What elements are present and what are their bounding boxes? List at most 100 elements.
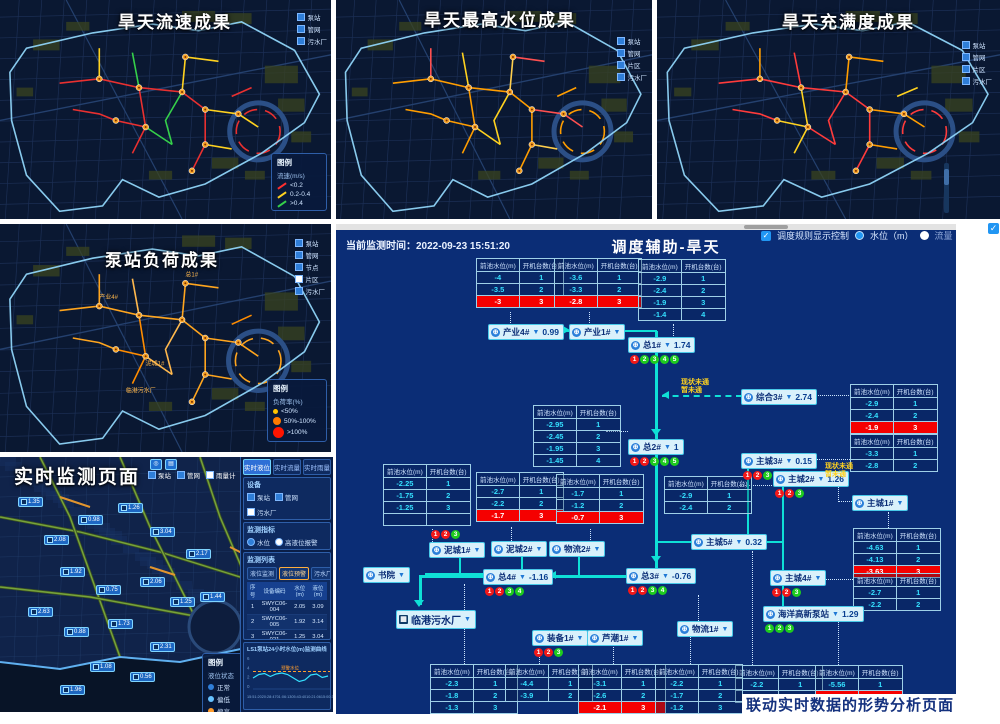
- map-layer-toggle[interactable]: 雨量计: [206, 470, 236, 480]
- station-tag[interactable]: 3.04: [150, 527, 175, 537]
- monitor-row[interactable]: 2 SWYC06-005 1.92 3.14: [247, 614, 327, 630]
- layer-checkbox-icon[interactable]: [616, 37, 625, 45]
- velocity-map-canvas[interactable]: [0, 0, 331, 219]
- map-layer-toggle[interactable]: 泵站: [148, 470, 171, 480]
- pump-node-0[interactable]: ⊕ 产业4# ▼ 0.99: [488, 324, 564, 340]
- layer-item[interactable]: 污水厂: [961, 76, 992, 86]
- pump-node-1[interactable]: ⊕ 产业1# ▼: [569, 324, 626, 340]
- layer-item[interactable]: 污水厂: [616, 72, 647, 82]
- flow-radio[interactable]: [919, 231, 929, 240]
- layer-checkbox-icon[interactable]: [616, 73, 625, 81]
- station-tag[interactable]: 2.63: [28, 607, 53, 617]
- realtime-tabs[interactable]: 实时液位 实时流量 实时雨量: [243, 459, 331, 475]
- layer-checkbox-icon[interactable]: [294, 287, 303, 295]
- layer-item[interactable]: 污水厂: [296, 36, 327, 46]
- realtime-tab-0[interactable]: 实时液位: [243, 459, 271, 475]
- map-layer-toggles[interactable]: 泵站 管网 雨量计: [148, 470, 236, 480]
- pump-node-6[interactable]: ⊕ 主城2# ▼ 1.26: [773, 471, 849, 487]
- pump-node-4[interactable]: ⊕ 总2# ▼ 1: [628, 439, 684, 455]
- layer-checkbox-icon[interactable]: [961, 53, 970, 61]
- layer-item[interactable]: 泵站: [296, 12, 328, 22]
- station-tag[interactable]: 1.92: [60, 567, 85, 577]
- pump-node-12[interactable]: ⊕ 泥城2# ▼: [491, 541, 548, 557]
- station-tag[interactable]: 2.17: [186, 549, 211, 559]
- realtime-tab-2[interactable]: 实时雨量: [303, 459, 331, 475]
- layer-item[interactable]: 泵站: [294, 238, 326, 248]
- layer-checkbox-icon[interactable]: [296, 13, 305, 21]
- water-level-radio[interactable]: [855, 231, 865, 240]
- pump-node-3[interactable]: ⊕ 综合3# ▼ 2.74: [741, 389, 817, 405]
- scrollbar-handle[interactable]: [744, 225, 788, 229]
- map-zoom-slider[interactable]: [944, 163, 949, 213]
- layer-checkbox-icon[interactable]: [296, 37, 305, 45]
- flow-radio-label[interactable]: 流量: [934, 231, 953, 241]
- station-tag[interactable]: 1.73: [108, 619, 133, 629]
- station-tag[interactable]: 0.98: [78, 515, 103, 525]
- station-tag[interactable]: 1.96: [60, 685, 85, 695]
- layer-item[interactable]: 片区: [294, 274, 326, 284]
- pump-node-18[interactable]: ⊕ 装备1# ▼: [532, 630, 589, 646]
- pump-node-16[interactable]: ⊕ 书院 ▼: [363, 567, 410, 583]
- layer-legend[interactable]: 泵站 管网 片区 污水厂: [616, 36, 648, 82]
- station-tag[interactable]: 2.08: [44, 535, 69, 545]
- metric-option[interactable]: 水位: [247, 537, 270, 547]
- station-tag[interactable]: 1.25: [170, 597, 195, 607]
- layer-checkbox-icon[interactable]: [294, 275, 303, 283]
- layer-checkbox-icon[interactable]: [296, 25, 305, 33]
- monitor-row[interactable]: 1 SWYC06-004 2.05 3.09: [247, 600, 327, 615]
- station-tag[interactable]: 1.35: [18, 497, 43, 507]
- horizontal-scrollbar[interactable]: [336, 224, 956, 230]
- station-tag[interactable]: 0.56: [130, 672, 155, 682]
- rule-display-checkbox-icon[interactable]: ✓: [761, 230, 771, 241]
- station-tag[interactable]: 2.06: [140, 577, 165, 587]
- metric-option[interactable]: 高液位报警: [275, 537, 318, 547]
- pump-node-11[interactable]: ⊕ 泥城1# ▼: [429, 542, 486, 558]
- device-option[interactable]: 管网: [275, 492, 298, 502]
- layer-checkbox-icon[interactable]: [294, 263, 303, 271]
- pump-node-15[interactable]: ⊕ 总3# ▼ -0.76: [626, 568, 697, 584]
- pump-node-7[interactable]: ⊕ 主城1# ▼: [852, 495, 909, 511]
- pump-node-19[interactable]: ⊕ 芦潮1# ▼: [587, 630, 644, 646]
- zoom-icon[interactable]: ◎: [150, 459, 162, 470]
- pump-node-17[interactable]: ▦ 临港污水厂 ▼: [396, 610, 476, 629]
- water-level-radio-label[interactable]: 水位（m）: [870, 231, 914, 241]
- pump-node-2[interactable]: ⊕ 总1# ▼ 1.74: [628, 337, 696, 353]
- device-option[interactable]: 污水厂: [247, 507, 277, 517]
- station-tag[interactable]: 2.31: [150, 642, 175, 652]
- layer-checkbox-icon[interactable]: [294, 239, 303, 247]
- layers-icon[interactable]: ▤: [165, 459, 177, 470]
- pump-node-8[interactable]: ⊕ 主城5# ▼ 0.32: [691, 534, 767, 550]
- layer-checkbox-icon[interactable]: [616, 61, 625, 69]
- layer-checkbox-icon[interactable]: [961, 41, 970, 49]
- list-filter-button[interactable]: 液位预警: [279, 567, 310, 580]
- layer-item[interactable]: 管网: [294, 250, 326, 260]
- layer-item[interactable]: 管网: [961, 52, 993, 62]
- layer-checkbox-icon[interactable]: [961, 77, 970, 85]
- checkbox-icon[interactable]: [148, 471, 156, 479]
- pump-node-5[interactable]: ⊕ 主城3# ▼ 0.15: [741, 453, 817, 469]
- layer-checkbox-icon[interactable]: [616, 49, 625, 57]
- monitor-table[interactable]: 序号 设备编码 水位(m) 液位(m) 1 SWYC06-004 2.05 3.09 2 SWYC…: [247, 582, 327, 639]
- layer-item[interactable]: 片区: [616, 60, 648, 70]
- pump-node-20[interactable]: ⊕ 物流1# ▼: [677, 621, 734, 637]
- realtime-tab-1[interactable]: 实时流量: [273, 459, 301, 475]
- layer-checkbox-icon[interactable]: [294, 251, 303, 259]
- layer-legend[interactable]: 泵站 管网 节点 片区 污水厂: [294, 238, 326, 296]
- layer-item[interactable]: 泵站: [616, 36, 648, 46]
- layer-item[interactable]: 管网: [296, 24, 328, 34]
- list-filter-button[interactable]: 污水厂: [311, 567, 330, 580]
- layer-item[interactable]: 管网: [616, 48, 648, 58]
- pump-node-10[interactable]: ⊕ 海洋高新泵站 ▼ 1.29: [763, 606, 864, 622]
- panel-checkbox-icon[interactable]: ✓: [988, 223, 999, 234]
- layer-legend[interactable]: 泵站 管网 片区 污水厂: [961, 40, 993, 86]
- pump-node-13[interactable]: ⊕ 物流2# ▼: [549, 541, 606, 557]
- station-tag[interactable]: 1.44: [200, 592, 225, 602]
- pump-node-9[interactable]: ⊕ 主城4# ▼: [770, 570, 827, 586]
- device-option[interactable]: 泵站: [247, 492, 270, 502]
- map-layer-toggle[interactable]: 管网: [177, 470, 200, 480]
- pump-node-14[interactable]: ⊕ 总4# ▼ -1.16: [483, 569, 554, 585]
- fullness-map-canvas[interactable]: [657, 0, 1000, 219]
- layer-item[interactable]: 泵站: [961, 40, 993, 50]
- list-filter-button[interactable]: 液位监测: [247, 567, 278, 580]
- checkbox-icon[interactable]: [177, 471, 185, 479]
